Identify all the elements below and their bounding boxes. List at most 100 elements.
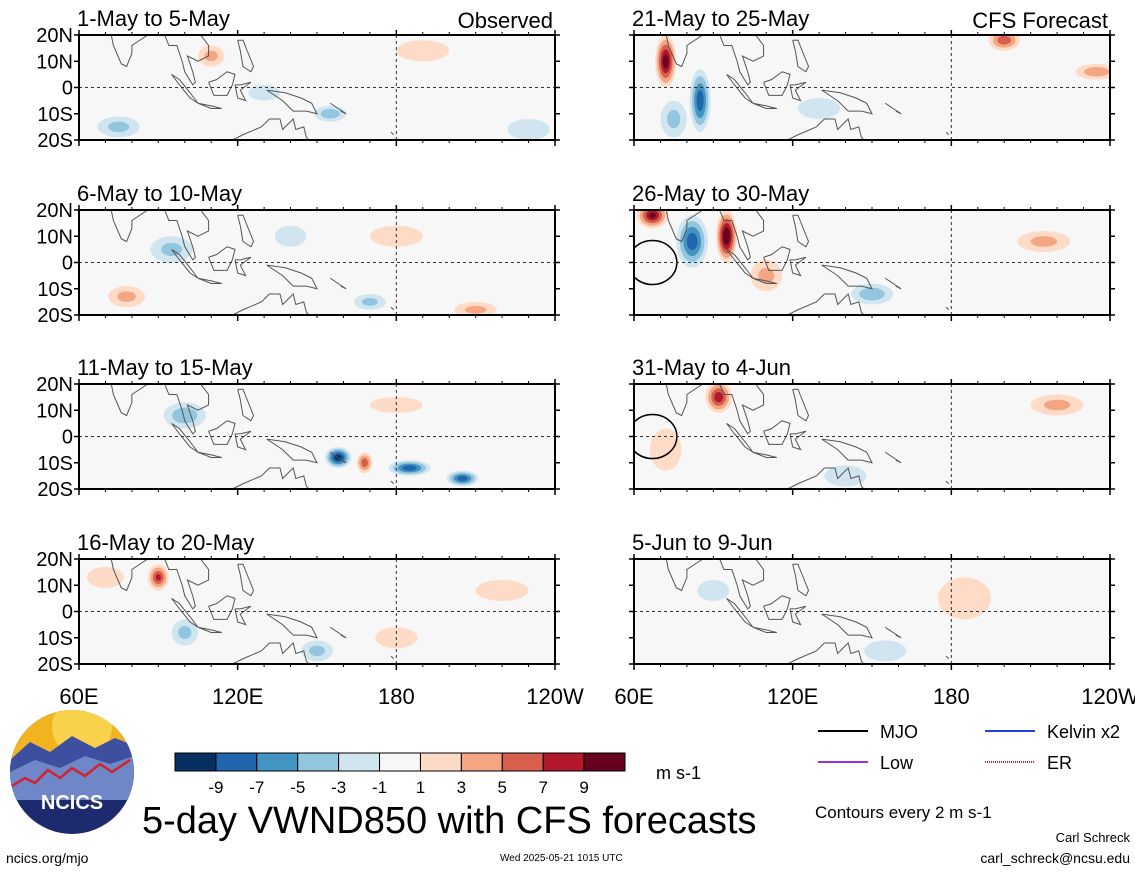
y-tick-label: 10S (37, 453, 73, 475)
panel-field (79, 559, 555, 664)
coastline (110, 210, 210, 261)
colorbar-swatch (215, 752, 258, 772)
panel: 20N 10N 0 10S 20S 11-May to 15-May (36, 355, 560, 501)
logo-line (11, 758, 131, 788)
coastline (234, 430, 252, 451)
anomaly-contour (686, 232, 698, 251)
anomaly-contour (274, 225, 307, 247)
coastline (231, 118, 310, 140)
y-tick-label: 20S (37, 130, 73, 152)
coastline (945, 131, 950, 136)
colorbar-swatch (542, 752, 585, 772)
panel-field (79, 384, 555, 489)
coastline (208, 246, 236, 271)
colorbar-tick-label: -3 (331, 778, 346, 797)
panel-tag: Observed (458, 8, 553, 33)
y-tick-label: 20S (37, 305, 73, 327)
y-tick-label: 20N (36, 549, 73, 571)
coastline (665, 384, 765, 435)
panel-label: 5-Jun to 9-Jun (632, 530, 773, 555)
panel-label: 16-May to 20-May (77, 530, 254, 555)
coastline (945, 306, 950, 311)
anomaly-contour (824, 465, 867, 487)
panel: 26-May to 30-May (629, 181, 1115, 321)
x-tick-label: 180 (933, 684, 970, 709)
y-tick-label: 20N (36, 25, 73, 47)
anomaly-contour (758, 267, 775, 284)
coastline (665, 210, 765, 261)
coastline (234, 256, 252, 277)
coastline (110, 559, 210, 610)
panel-tag: CFS Forecast (972, 8, 1108, 33)
coastline (752, 626, 777, 633)
anomaly-contour (402, 465, 417, 471)
coastline (789, 430, 807, 451)
colorbar-tick-label: -1 (372, 778, 387, 797)
y-tick-label: 0 (62, 78, 73, 100)
contour-note: Contours every 2 m s-1 (815, 803, 992, 822)
coastline (821, 264, 873, 290)
panel-field (634, 210, 1110, 315)
colorbar-tick-label: 3 (457, 778, 466, 797)
anomaly-contour (86, 566, 124, 588)
x-tick-label: 60E (59, 684, 98, 709)
colorbar: -9 -7 -5 -3 -1 1 3 5 7 9 (174, 752, 626, 797)
panel-field (79, 35, 555, 140)
colorbar-swatch (174, 752, 217, 772)
x-tick-label: 180 (378, 684, 415, 709)
coastline (786, 467, 865, 489)
author-name: Carl Schreck (1055, 830, 1130, 845)
y-tick-label: 0 (62, 427, 73, 449)
colorbar-swatch (583, 752, 626, 772)
coastline (752, 277, 777, 284)
timestamp: Wed 2025-05-21 1015 UTC (500, 853, 623, 864)
panel-label: 6-May to 10-May (77, 181, 242, 206)
colorbar-tick-label: -7 (249, 778, 264, 797)
colorbar-tick-label: 5 (498, 778, 507, 797)
coastline (208, 595, 236, 620)
anomaly-contour (248, 84, 280, 101)
coastline (945, 480, 950, 485)
footer-url[interactable]: ncics.org/mjo (6, 850, 89, 866)
panel-field (634, 384, 1110, 489)
coastline (884, 451, 902, 464)
colorbar-swatch (419, 752, 462, 772)
anomaly-contour (864, 640, 907, 662)
anomaly-contour (697, 580, 730, 601)
panel: 31-May to 4-Jun (629, 355, 1115, 495)
colorbar-tick-label: 7 (538, 778, 547, 797)
panel: 21-May to 25-May CFS Forecast (629, 6, 1115, 146)
logo-text: NCICS (41, 792, 103, 814)
x-tick-label: 120E (767, 684, 818, 709)
anomaly-contour (649, 212, 656, 218)
coastline (197, 451, 222, 458)
y-tick-label: 10N (36, 400, 73, 422)
coastline (884, 626, 902, 639)
coastline (197, 277, 222, 284)
colorbar-swatch (501, 752, 544, 772)
panel-label: 11-May to 15-May (77, 355, 253, 380)
anomaly-contour (396, 40, 450, 62)
anomaly-contour (1030, 236, 1058, 247)
author-email[interactable]: carl_schreck@ncsu.edu (980, 850, 1130, 866)
coastline (789, 81, 807, 102)
anomaly-contour (696, 90, 704, 112)
coastline (789, 605, 807, 626)
legend-label: MJO (880, 722, 918, 742)
coastline (237, 388, 255, 422)
coastline (266, 613, 318, 639)
coastline (329, 451, 347, 464)
panel: 20N 10N 0 10S 20S 6-May to 10-May (36, 181, 560, 327)
y-tick-label: 10S (37, 279, 73, 301)
panel-label: 21-May to 25-May (632, 6, 809, 31)
coastline (752, 451, 777, 458)
coastline (821, 438, 873, 464)
coastline (231, 293, 310, 315)
coastline (792, 388, 810, 422)
legend-label: Kelvin x2 (1047, 722, 1120, 742)
coastline (763, 420, 791, 445)
coastline (110, 384, 210, 435)
coastline (752, 102, 777, 109)
anomaly-contour (361, 458, 368, 468)
